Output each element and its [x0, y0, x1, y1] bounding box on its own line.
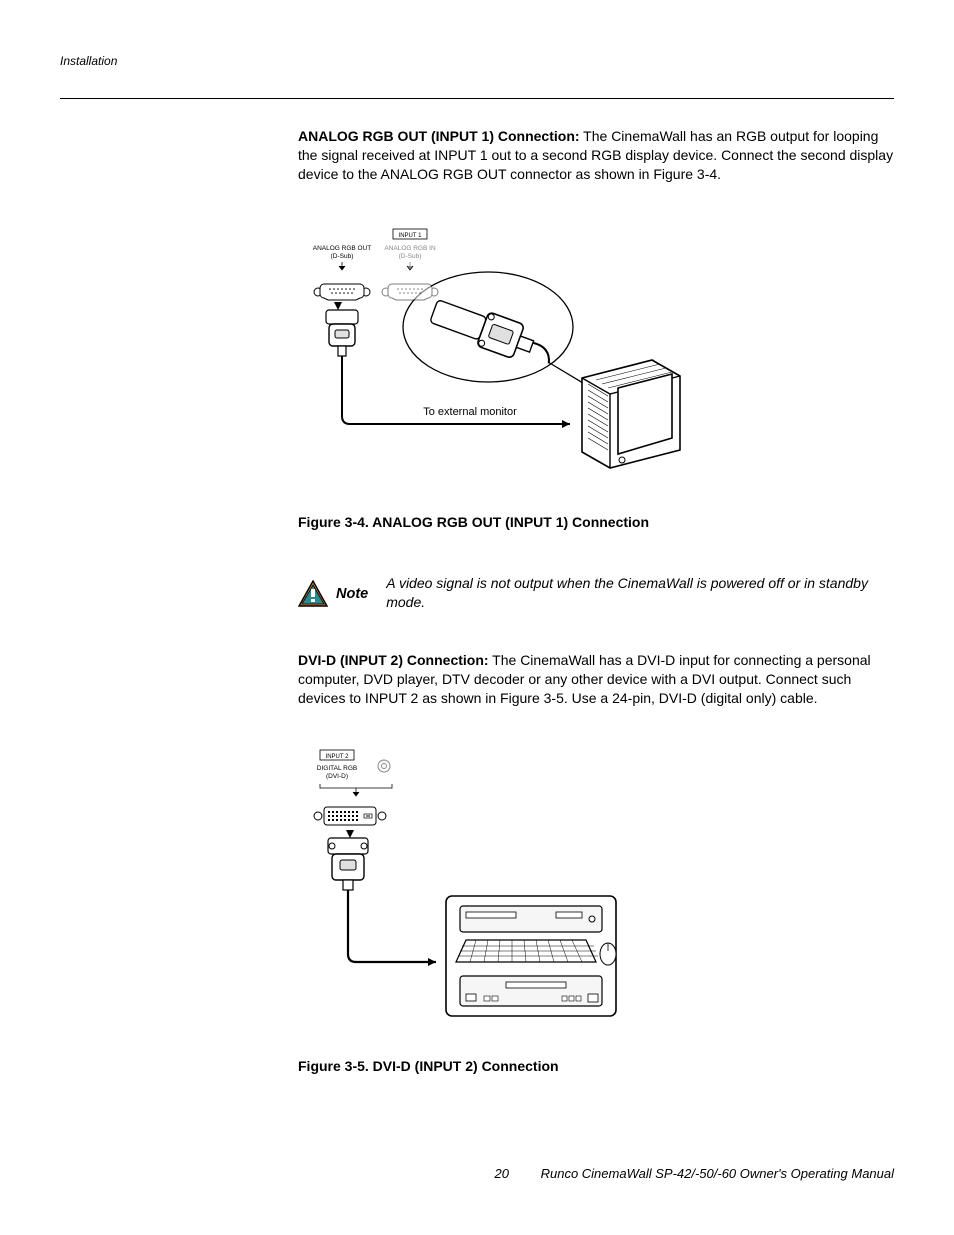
svg-text:ANALOG RGB IN: ANALOG RGB IN: [384, 245, 436, 252]
header-rule: [60, 98, 894, 99]
page-number: 20: [495, 1166, 509, 1181]
para2-bold: DVI-D (INPUT 2) Connection:: [298, 652, 489, 668]
paragraph-dvi-d: DVI-D (INPUT 2) Connection: The CinemaWa…: [298, 651, 898, 708]
figure-3-5-caption: Figure 3-5. DVI-D (INPUT 2) Connection: [298, 1058, 898, 1074]
footer-doc-title: Runco CinemaWall SP-42/-50/-60 Owner's O…: [541, 1166, 894, 1181]
svg-text:(D-Sub): (D-Sub): [331, 253, 354, 260]
pc-icon: [446, 896, 616, 1016]
section-header: Installation: [60, 54, 894, 68]
svg-text:(D-Sub): (D-Sub): [399, 253, 422, 260]
svg-text:To external monitor: To external monitor: [423, 406, 517, 418]
figure-3-4: INPUT 1 ANALOG RGB OUT (D-Sub) ANALOG RG…: [298, 212, 898, 530]
figure-3-5: INPUT 2 DIGITAL RGB (DVI-D): [298, 736, 898, 1074]
svg-text:DIGITAL RGB: DIGITAL RGB: [317, 765, 357, 772]
page-footer: 20 Runco CinemaWall SP-42/-50/-60 Owner'…: [495, 1166, 895, 1181]
crt-monitor-icon: [582, 352, 680, 468]
diag1-input-tag: INPUT 1: [399, 233, 423, 239]
vga-plug-left: [326, 302, 358, 356]
dvi-plug: [328, 830, 368, 890]
note-icon-wrap: Note: [298, 574, 368, 608]
para1-bold: ANALOG RGB OUT (INPUT 1) Connection:: [298, 128, 580, 144]
paragraph-analog-rgb: ANALOG RGB OUT (INPUT 1) Connection: The…: [298, 127, 898, 184]
main-content: ANALOG RGB OUT (INPUT 1) Connection: The…: [298, 127, 898, 1074]
note-block: Note A video signal is not output when t…: [298, 574, 898, 612]
note-text: A video signal is not output when the Ci…: [386, 574, 898, 612]
svg-text:ANALOG RGB OUT: ANALOG RGB OUT: [313, 245, 372, 252]
figure-3-4-caption: Figure 3-4. ANALOG RGB OUT (INPUT 1) Con…: [298, 514, 898, 530]
note-triangle-icon: [298, 580, 328, 608]
svg-text:INPUT 2: INPUT 2: [326, 754, 350, 760]
dsub-port-out: [314, 284, 370, 300]
note-label: Note: [336, 586, 368, 602]
svg-text:(DVI-D): (DVI-D): [326, 773, 348, 780]
dvi-d-port: [314, 807, 386, 825]
dsub-port-in: [382, 284, 438, 300]
